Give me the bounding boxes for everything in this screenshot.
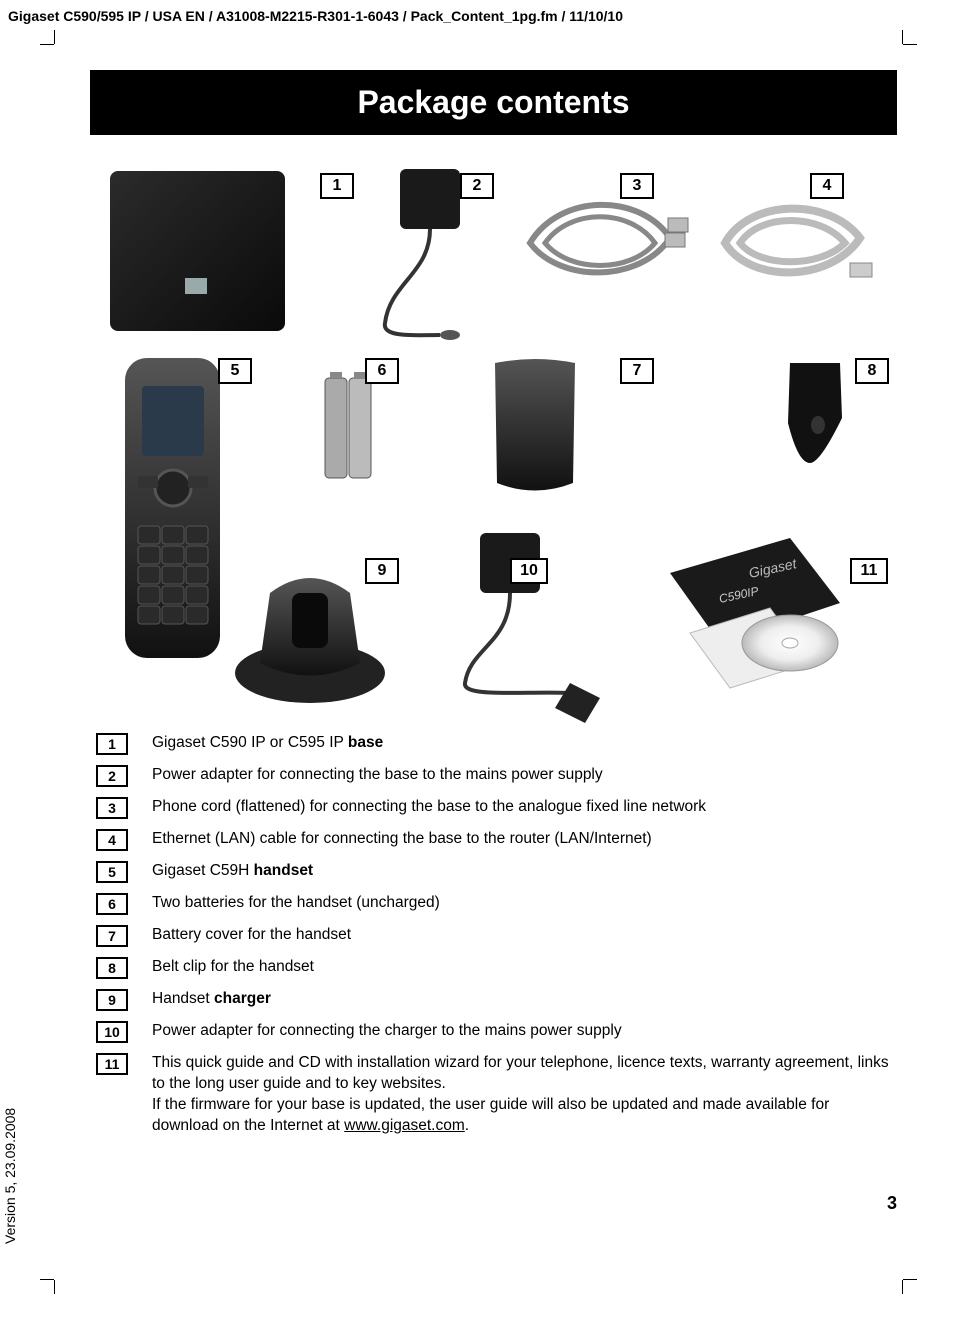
legend-num: 2 [96,765,128,787]
legend-row: 10 Power adapter for connecting the charg… [96,1021,897,1043]
legend-text: Gigaset C590 IP or C595 IP base [152,733,897,754]
legend-num: 9 [96,989,128,1011]
legend-row: 8 Belt clip for the handset [96,957,897,979]
legend-row: 6 Two batteries for the handset (uncharge… [96,893,897,915]
legend-row: 7 Battery cover for the handset [96,925,897,947]
callout-1: 1 [320,173,354,199]
legend-row: 9 Handset charger [96,989,897,1011]
page-number: 3 [887,1193,897,1214]
crop-mark [903,1279,917,1280]
legend-row: 11 This quick guide and CD with installat… [96,1053,897,1137]
legend-list: 1 Gigaset C590 IP or C595 IP base 2 Power a… [90,733,897,1137]
callout-4: 4 [810,173,844,199]
callout-3: 3 [620,173,654,199]
legend-row: 2 Power adapter for connecting the base t… [96,765,897,787]
callout-11: 11 [850,558,888,584]
crop-mark [902,30,903,44]
legend-text: Phone cord (flattened) for connecting th… [152,797,897,818]
legend-num: 7 [96,925,128,947]
legend-row: 5 Gigaset C59H handset [96,861,897,883]
crop-mark [54,1280,55,1294]
legend-text: This quick guide and CD with installatio… [152,1053,897,1137]
legend-num: 8 [96,957,128,979]
callout-6: 6 [365,358,399,384]
callout-5: 5 [218,358,252,384]
page-title: Package contents [90,70,897,135]
callout-7: 7 [620,358,654,384]
legend-text: Belt clip for the handset [152,957,897,978]
legend-text: Ethernet (LAN) cable for connecting the … [152,829,897,850]
legend-text: Handset charger [152,989,897,1010]
items-svg: Gigaset C590IP [90,163,897,723]
legend-row: 3 Phone cord (flattened) for connecting t… [96,797,897,819]
legend-num: 1 [96,733,128,755]
legend-num: 6 [96,893,128,915]
crop-mark [40,44,54,45]
illustrations-area: Gigaset C590IP 1 2 3 4 5 6 7 8 9 10 11 [90,163,897,723]
legend-num: 4 [96,829,128,851]
doc-header-path: Gigaset C590/595 IP / USA EN / A31008-M2… [8,8,623,24]
legend-num: 11 [96,1053,128,1075]
legend-text: Gigaset C59H handset [152,861,897,882]
crop-mark [902,1280,903,1294]
callout-10: 10 [510,558,548,584]
callout-8: 8 [855,358,889,384]
crop-mark [903,44,917,45]
legend-row: 1 Gigaset C590 IP or C595 IP base [96,733,897,755]
legend-num: 3 [96,797,128,819]
legend-text: Power adapter for connecting the charger… [152,1021,897,1042]
legend-text: Battery cover for the handset [152,925,897,946]
crop-mark [40,1279,54,1280]
callout-2: 2 [460,173,494,199]
crop-mark [54,30,55,44]
callout-9: 9 [365,558,399,584]
legend-num: 5 [96,861,128,883]
legend-text: Two batteries for the handset (uncharged… [152,893,897,914]
legend-text: Power adapter for connecting the base to… [152,765,897,786]
legend-row: 4 Ethernet (LAN) cable for connecting the… [96,829,897,851]
version-sidebar: Version 5, 23.09.2008 [2,1108,18,1244]
legend-num: 10 [96,1021,128,1043]
